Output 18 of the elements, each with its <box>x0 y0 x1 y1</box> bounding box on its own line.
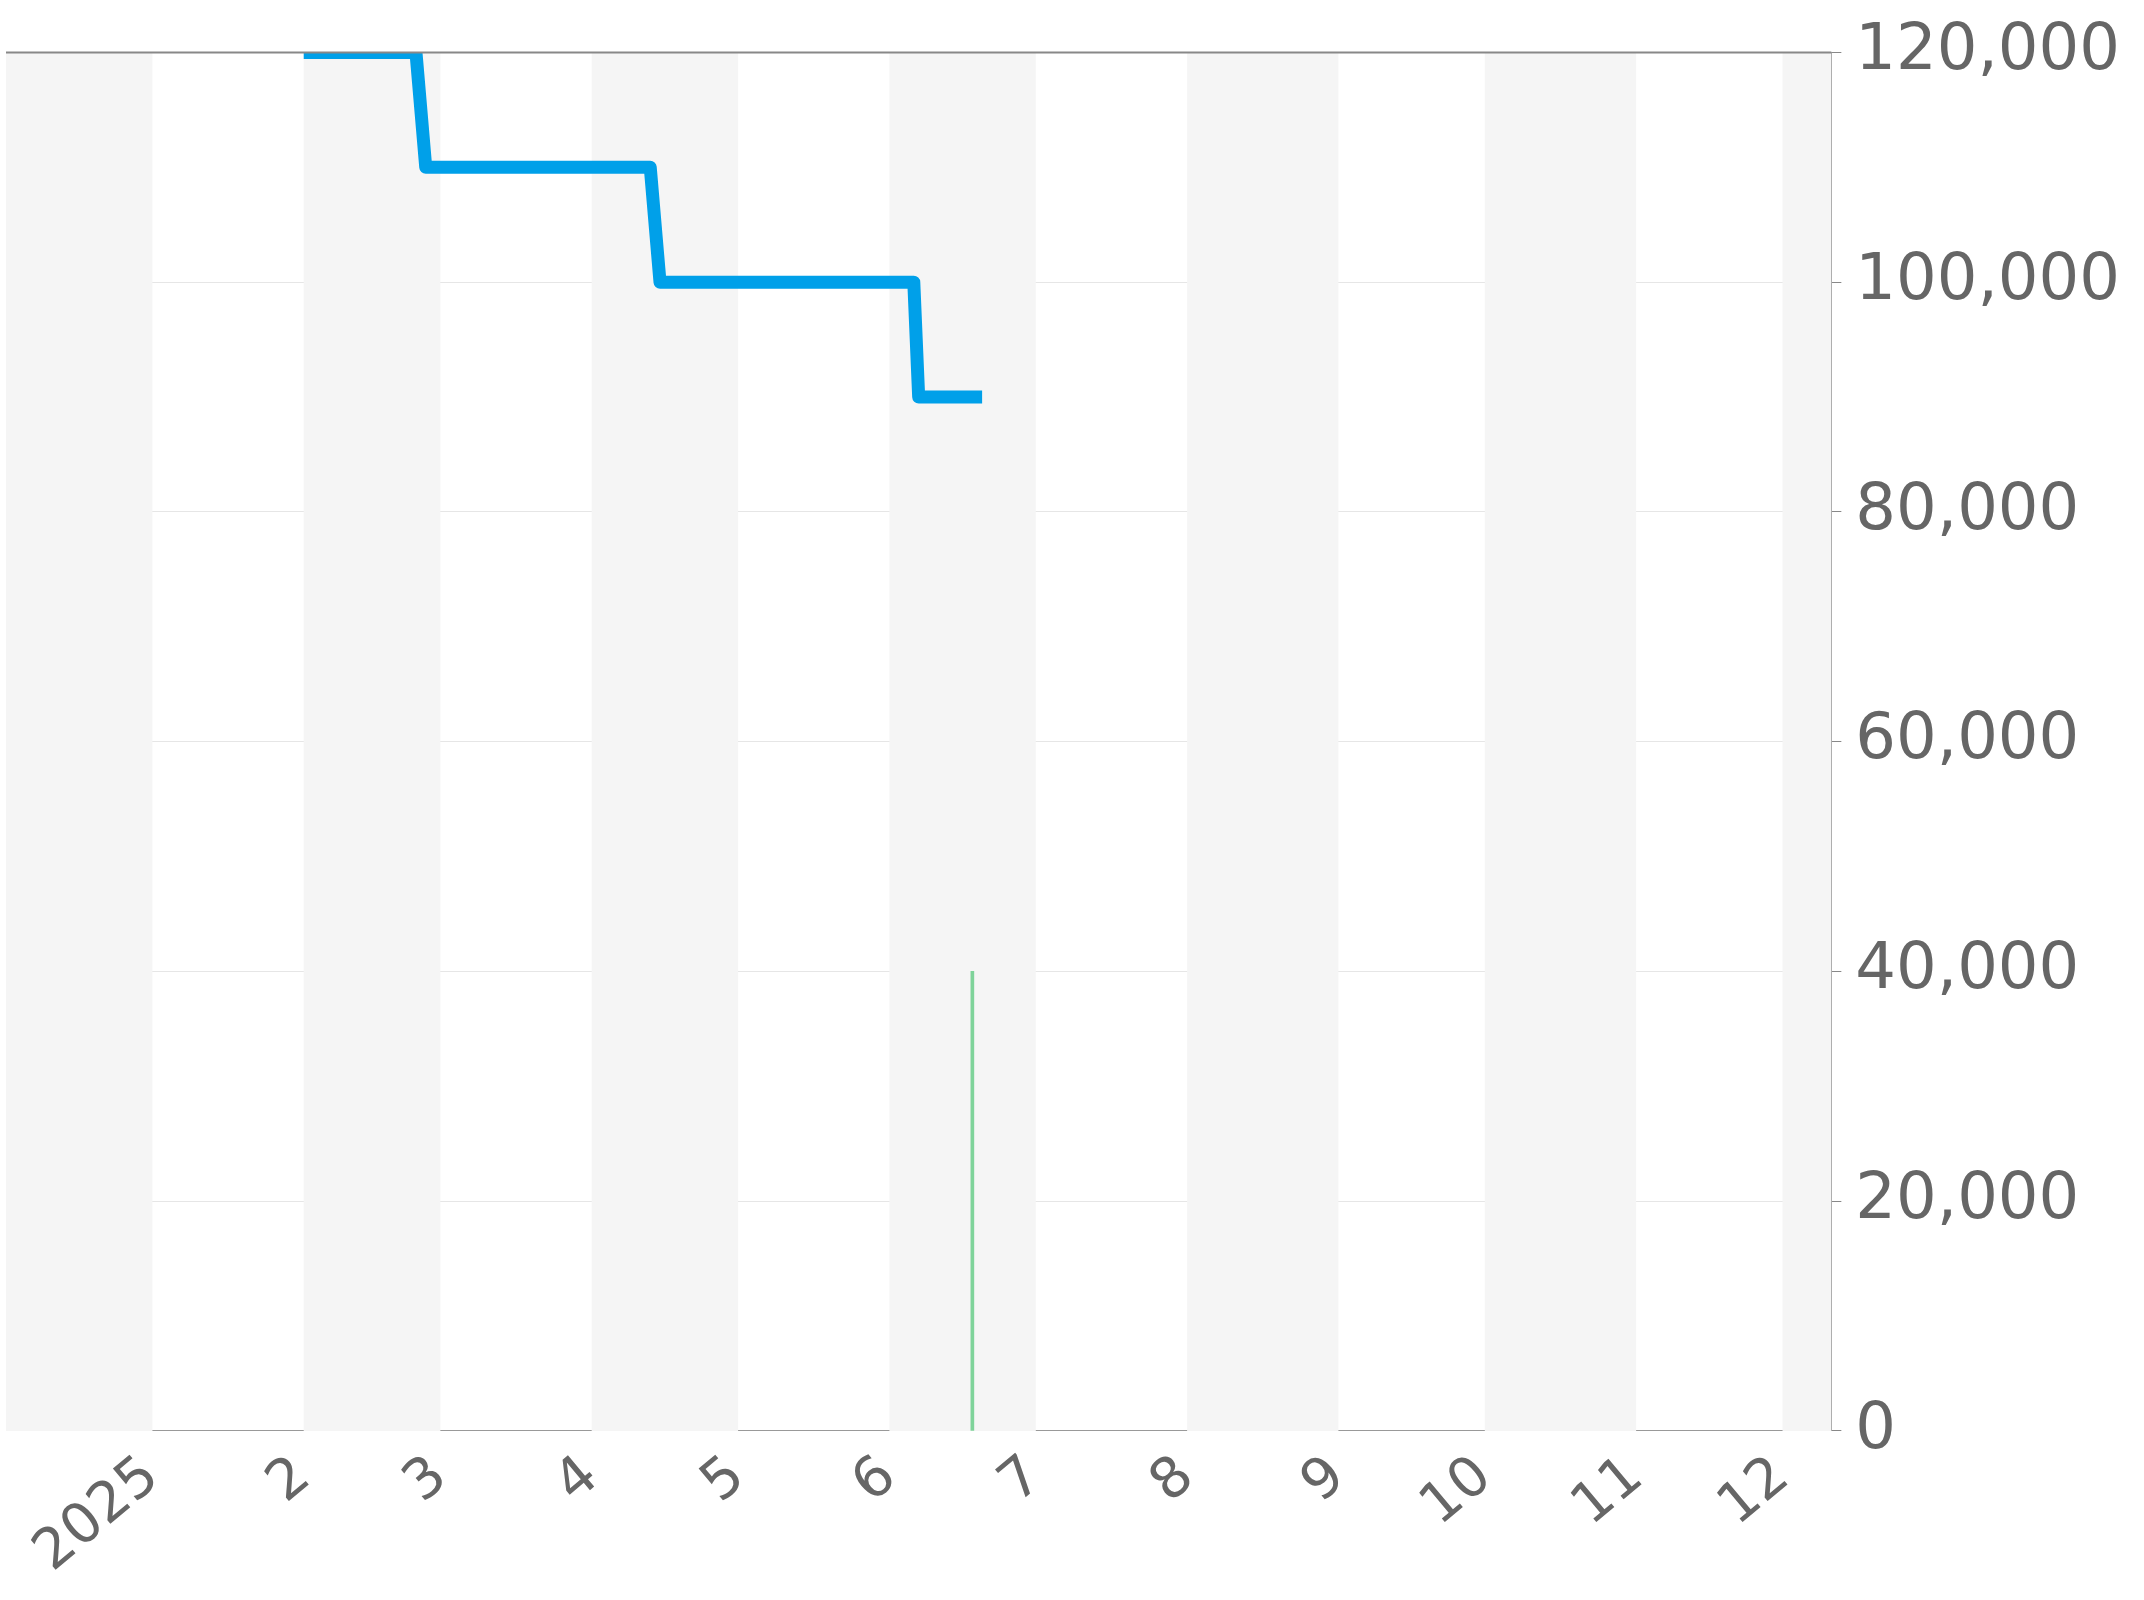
y-tick-label: 120,000 <box>1855 10 2120 85</box>
x-tick-label: 7 <box>984 1440 1054 1514</box>
y-tick-label: 40,000 <box>1855 929 2080 1004</box>
y-tick-label: 20,000 <box>1855 1158 2080 1233</box>
x-tick-label: 5 <box>686 1440 756 1514</box>
y-tick-label: 100,000 <box>1855 239 2120 314</box>
y-tick-label: 80,000 <box>1855 469 2080 544</box>
x-tick-label: 6 <box>838 1440 908 1514</box>
x-tick-label: 4 <box>540 1440 610 1514</box>
x-tick-label: 3 <box>389 1440 459 1514</box>
x-tick-label: 8 <box>1135 1440 1205 1514</box>
x-tick-label: 9 <box>1287 1440 1357 1514</box>
y-tick-label: 0 <box>1855 1388 1897 1463</box>
y-tick-label: 60,000 <box>1855 699 2080 774</box>
x-tick-label: 11 <box>1557 1440 1654 1537</box>
x-tick-label: 12 <box>1703 1440 1801 1537</box>
x-tick-label: 10 <box>1406 1440 1503 1537</box>
x-tick-label: 2 <box>252 1440 322 1514</box>
